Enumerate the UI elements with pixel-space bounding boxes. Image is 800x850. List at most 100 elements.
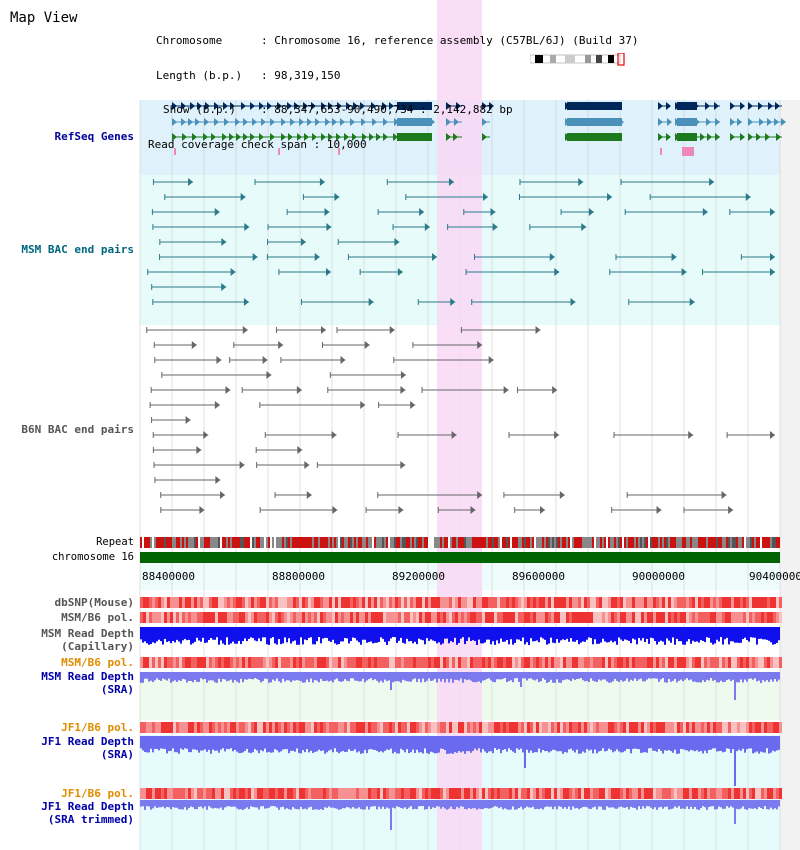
- jf1-read-depth-trimmed-bar: [738, 800, 740, 810]
- msm-read-depth-capillary-bar: [746, 627, 748, 640]
- repeat-mark: [358, 537, 360, 548]
- jf1-b6-pol-trimmed-heat: [299, 788, 302, 799]
- jf1-read-depth-trimmed-bar: [740, 800, 742, 809]
- jf1-b6-pol-trimmed-heat: [773, 788, 776, 799]
- jf1-read-depth-sra-bar: [254, 736, 256, 750]
- msm-b6-pol-sra-heat: [746, 657, 749, 668]
- jf1-b6-pol-trimmed-heat: [188, 788, 191, 799]
- jf1-read-depth-sra-bar: [392, 736, 394, 754]
- jf1-b6-pol-heat: [641, 722, 644, 733]
- msm-bac-end-pairs-label[interactable]: MSM BAC end pairs: [21, 243, 134, 256]
- jf1-read-depth-sra-bar: [686, 736, 688, 751]
- gene-exon: [332, 118, 337, 126]
- msm-read-depth-sra-bar: [502, 672, 504, 679]
- jf1-read-depth-trimmed-bar: [602, 800, 604, 810]
- jf1-read-depth-sra-bar: [720, 736, 722, 751]
- jf1-read-depth-trimmed-bar: [742, 800, 744, 807]
- jf1-read-depth-sra-bar: [646, 736, 648, 753]
- msm-read-depth-capillary-bar: [468, 627, 470, 638]
- msm-b6-pol-label[interactable]: MSM/B6 pol.: [61, 611, 134, 624]
- jf1-read-depth-sra-label[interactable]: JF1 Read Depth: [41, 735, 134, 748]
- msm-b6-pol-sra-heat: [698, 657, 701, 668]
- msm-read-depth-sra-label[interactable]: MSM Read Depth: [41, 670, 134, 683]
- jf1-b6-pol-trimmed-heat: [491, 788, 494, 799]
- jf1-read-depth-trimmed-bar: [468, 800, 470, 808]
- msm-b6-pol-sra-heat: [206, 657, 209, 668]
- msm-b6-pol-heat: [653, 612, 656, 623]
- jf1-read-depth-trimmed-bar: [424, 800, 426, 810]
- msm-read-depth-capillary-label[interactable]: MSM Read Depth: [41, 627, 134, 640]
- jf1-b6-pol-trimmed-heat: [242, 788, 245, 799]
- jf1-read-depth-trimmed-bar: [484, 800, 486, 808]
- msm-b6-pol-sra-heat: [257, 657, 260, 668]
- msm-read-depth-sra-bar: [562, 672, 564, 681]
- msm-b6-pol-sra-label[interactable]: MSM/B6 pol.: [61, 656, 134, 669]
- jf1-read-depth-sra-bar: [482, 736, 484, 750]
- dbsnp-heat: [473, 597, 476, 608]
- jf1-b6-pol-trimmed-heat: [674, 788, 677, 799]
- jf1-read-depth-trimmed-bar: [750, 800, 752, 809]
- jf1-read-depth-sra-bar: [142, 736, 144, 751]
- msm-bac-pair-end: [492, 223, 498, 231]
- msm-b6-pol-heat: [698, 612, 701, 623]
- jf1-b6-pol-label[interactable]: JF1/B6 pol.: [61, 721, 134, 734]
- msm-b6-pol-heat: [437, 612, 440, 623]
- repeat-mark: [414, 537, 416, 548]
- msm-read-depth-sra-bar: [446, 672, 448, 679]
- b6n-bac-end-pairs-label[interactable]: B6N BAC end pairs: [21, 423, 134, 436]
- dbsnp-label[interactable]: dbSNP(Mouse): [54, 596, 134, 609]
- jf1-read-depth-trimmed-bar: [400, 800, 402, 808]
- jf1-b6-pol-trimmed-label[interactable]: JF1/B6 pol.: [61, 787, 134, 800]
- repeat-mark: [670, 537, 672, 548]
- chromosome-ideogram[interactable]: [530, 53, 630, 67]
- repeat-mark: [594, 537, 596, 548]
- dbsnp-heat: [743, 597, 746, 608]
- repeat-mark: [686, 537, 688, 548]
- jf1-b6-pol-heat: [446, 722, 449, 733]
- msm-b6-pol-sra-heat: [767, 657, 770, 668]
- msm-b6-pol-sra-heat: [431, 657, 434, 668]
- msm-read-depth-capillary-bar: [514, 627, 516, 643]
- msm-read-depth-capillary-bar: [444, 627, 446, 639]
- jf1-b6-pol-trimmed-heat: [212, 788, 215, 799]
- msm-read-depth-sra-bar: [306, 672, 308, 680]
- repeat-label[interactable]: Repeat: [96, 536, 134, 548]
- gene-block: [677, 118, 697, 126]
- jf1-b6-pol-heat: [233, 722, 236, 733]
- msm-read-depth-capillary-bar: [182, 627, 184, 641]
- gene-exon: [383, 133, 388, 141]
- dbsnp-heat: [566, 597, 569, 608]
- jf1-read-depth-trimmed-bar: [406, 800, 408, 810]
- msm-b6-pol-sra-heat: [779, 657, 782, 668]
- dbsnp-heat: [437, 597, 440, 608]
- repeat-mark: [184, 537, 186, 548]
- msm-read-depth-capillary-bar: [776, 627, 778, 643]
- dbsnp-heat: [314, 597, 317, 608]
- msm-read-depth-capillary-bar: [476, 627, 478, 645]
- jf1-b6-pol-trimmed-heat: [347, 788, 350, 799]
- jf1-b6-pol-heat: [251, 722, 254, 733]
- jf1-read-depth-trimmed-bar: [774, 800, 776, 809]
- jf1-read-depth-sra-bar: [344, 736, 346, 753]
- jf1-read-depth-trimmed-label[interactable]: JF1 Read Depth: [41, 800, 134, 813]
- jf1-read-depth-trimmed-bar: [254, 800, 256, 808]
- gene-exon: [350, 118, 355, 126]
- msm-read-depth-sra-bar: [312, 672, 314, 683]
- dbsnp-heat: [587, 597, 590, 608]
- jf1-b6-pol-trimmed-heat: [269, 788, 272, 799]
- jf1-read-depth-trimmed-bar: [328, 800, 330, 807]
- jf1-read-depth-trimmed-bar: [762, 800, 764, 810]
- gene-exon: [775, 102, 780, 110]
- refseq-genes-label[interactable]: RefSeq Genes: [54, 130, 134, 143]
- jf1-read-depth-sra-bar: [264, 736, 266, 749]
- dbsnp-heat: [725, 597, 728, 608]
- jf1-b6-pol-trimmed-heat: [713, 788, 716, 799]
- msm-read-depth-capillary-bar: [702, 627, 704, 641]
- jf1-b6-pol-heat: [668, 722, 671, 733]
- msm-read-depth-sra-bar: [348, 672, 350, 682]
- repeat-mark: [552, 537, 554, 548]
- jf1-read-depth-trimmed-bar: [388, 800, 390, 809]
- jf1-read-depth-trimmed-bar: [680, 800, 682, 809]
- msm-read-depth-sra-bar: [386, 672, 388, 682]
- jf1-read-depth-sra-bar: [364, 736, 366, 750]
